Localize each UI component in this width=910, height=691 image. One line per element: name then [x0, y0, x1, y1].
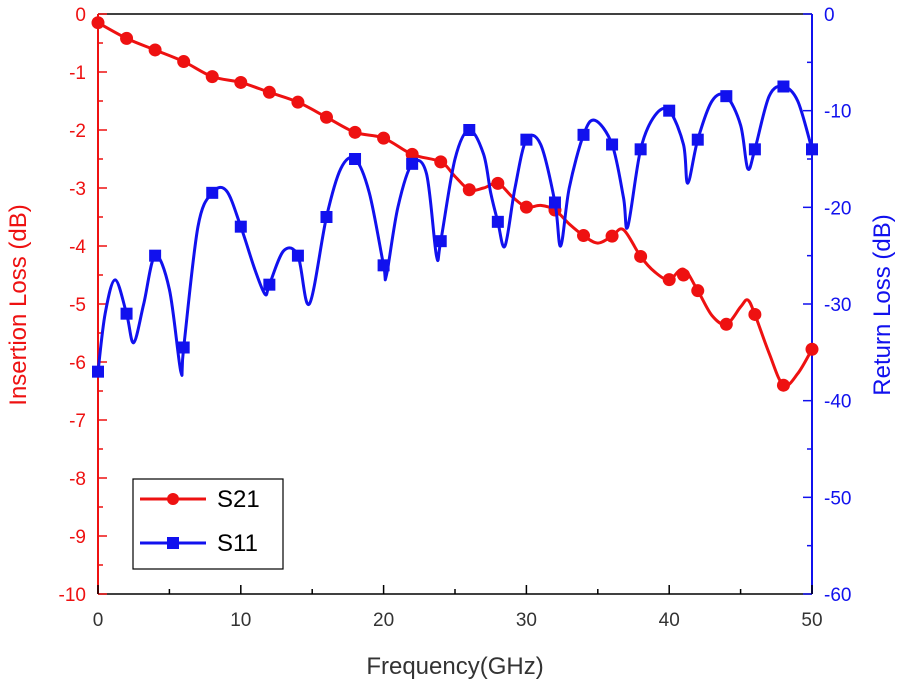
data-point-s21 — [120, 31, 134, 45]
x-axis-title: Frequency(GHz) — [366, 653, 543, 680]
data-point-s11 — [691, 133, 704, 146]
data-point-s21 — [519, 200, 533, 214]
left-tick-label: -7 — [69, 411, 86, 432]
left-tick-label: -6 — [69, 353, 86, 374]
left-tick-label: -10 — [59, 585, 86, 606]
left-tick-label: -5 — [69, 295, 86, 316]
series-layer — [91, 16, 819, 392]
data-point-s11 — [463, 124, 476, 136]
data-point-s21 — [605, 229, 619, 243]
legend-box — [132, 478, 284, 570]
data-point-s21 — [234, 75, 248, 89]
data-point-s21 — [691, 284, 705, 298]
left-tick-label: -1 — [69, 63, 86, 84]
data-point-s11 — [520, 133, 533, 146]
data-point-s21 — [434, 155, 448, 169]
legend-label-s11: S11 — [217, 530, 258, 557]
data-point-s11 — [777, 80, 790, 93]
data-point-s21 — [676, 268, 690, 282]
data-point-s21 — [491, 176, 505, 190]
right-tick-label: -10 — [824, 102, 851, 123]
right-tick-label: -20 — [824, 198, 851, 219]
data-point-s11 — [234, 220, 247, 233]
x-tick-label: 10 — [230, 610, 251, 631]
left-axis-title: Insertion Loss (dB) — [5, 204, 32, 405]
left-tick-label: -8 — [69, 469, 86, 490]
right-tick-label: -40 — [824, 392, 851, 413]
x-tick-label: 50 — [801, 610, 822, 631]
series-s21 — [91, 16, 819, 392]
right-axis: 0 -10 -20 -30 -40 -50 -60 — [803, 5, 851, 606]
data-point-s21 — [319, 110, 333, 124]
data-point-s21 — [348, 125, 362, 139]
data-point-s11 — [548, 196, 561, 209]
data-point-s21 — [776, 378, 790, 392]
data-point-s21 — [262, 85, 276, 99]
legend-label-s21: S21 — [217, 486, 260, 513]
left-tick-label: -9 — [69, 527, 86, 548]
data-point-s11 — [206, 186, 219, 199]
data-point-s21 — [291, 95, 305, 109]
data-point-s11 — [491, 215, 504, 228]
x-tick-label: 0 — [93, 610, 104, 631]
data-point-s11 — [291, 249, 304, 262]
data-point-s11 — [406, 157, 419, 170]
data-point-s21 — [377, 131, 391, 145]
data-point-s21 — [748, 307, 762, 321]
right-tick-label: -30 — [824, 295, 851, 316]
data-point-s21 — [634, 249, 648, 263]
data-point-s11 — [634, 143, 647, 156]
data-point-s11 — [577, 128, 590, 141]
data-point-s11 — [720, 90, 733, 103]
data-point-s11 — [349, 153, 362, 165]
data-point-s11 — [263, 278, 276, 291]
data-point-s21 — [805, 342, 819, 356]
right-axis-title: Return Loss (dB) — [869, 214, 896, 395]
left-tick-label: -4 — [69, 237, 86, 258]
series-s11 — [92, 80, 818, 378]
data-point-s11 — [806, 143, 818, 156]
data-point-s11 — [434, 235, 447, 248]
x-tick-label: 30 — [516, 610, 537, 631]
data-point-s11 — [748, 143, 761, 156]
data-point-s11 — [606, 138, 619, 151]
data-point-s11 — [120, 307, 133, 320]
left-tick-label: -2 — [69, 121, 86, 142]
legend: S21 S11 — [132, 478, 284, 570]
right-tick-label: -60 — [824, 585, 851, 606]
data-point-s21 — [577, 229, 591, 243]
series-line-s21 — [97, 21, 814, 388]
data-point-s21 — [719, 317, 733, 331]
legend-marker-s11 — [167, 537, 179, 549]
data-point-s11 — [320, 211, 333, 223]
right-tick-label: -50 — [824, 488, 851, 509]
x-tick-label: 20 — [373, 610, 394, 631]
data-point-s21 — [177, 55, 191, 69]
data-point-s11 — [149, 249, 162, 262]
x-axis: 0 10 20 30 40 50 — [93, 585, 823, 631]
data-point-s21 — [205, 70, 219, 84]
data-point-s11 — [177, 341, 190, 354]
data-point-s21 — [462, 183, 476, 197]
data-point-s11 — [377, 259, 390, 272]
data-point-s11 — [663, 104, 676, 117]
left-axis: 0 -1 -2 -3 -4 -5 -6 -7 -8 -9 -10 — [59, 5, 107, 606]
series-line-s11 — [96, 84, 814, 377]
left-tick-label: 0 — [75, 5, 86, 26]
data-point-s21 — [91, 16, 105, 30]
data-point-s21 — [662, 273, 676, 287]
data-point-s11 — [92, 365, 104, 378]
left-tick-label: -3 — [69, 179, 86, 200]
legend-marker-s21 — [167, 493, 179, 505]
x-tick-label: 40 — [659, 610, 680, 631]
data-point-s21 — [405, 147, 419, 161]
right-tick-label: 0 — [824, 5, 835, 26]
data-point-s21 — [148, 43, 162, 57]
